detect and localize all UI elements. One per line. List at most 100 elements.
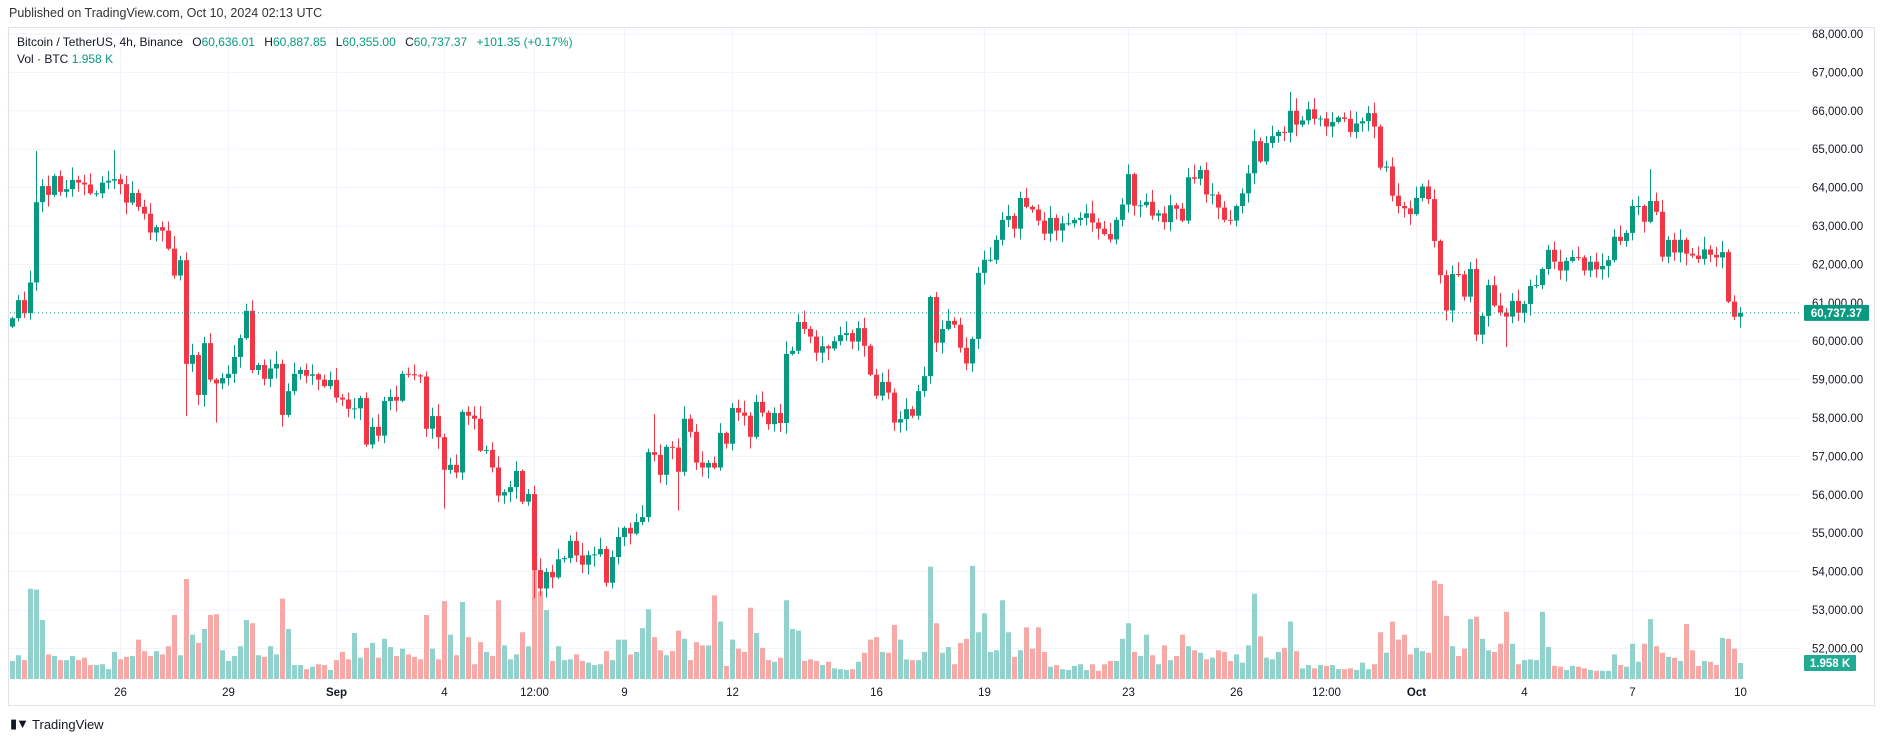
volume-bar	[1006, 632, 1011, 679]
volume-bar	[934, 623, 939, 679]
volume-bar	[52, 656, 57, 679]
candle-down	[1396, 195, 1401, 207]
candle-up	[1510, 300, 1515, 317]
volume-bar	[1558, 666, 1563, 679]
volume-bar	[172, 615, 177, 679]
volume-label[interactable]: Vol · BTC	[17, 52, 69, 66]
volume-bar	[1714, 665, 1719, 679]
candle-up	[646, 452, 651, 518]
candle-up	[820, 346, 825, 353]
price-axis[interactable]: 68,000.00 67,000.00 66,000.00 65,000.00 64,0…	[1812, 29, 1863, 655]
candle-up	[1738, 312, 1743, 317]
volume-bar	[700, 645, 705, 679]
volume-bar	[766, 660, 771, 679]
candle-down	[1498, 305, 1503, 313]
candle-up	[796, 322, 801, 351]
candle-up	[274, 363, 279, 369]
price-tick-label: 66,000.00	[1812, 106, 1863, 118]
volume-bar	[1282, 647, 1287, 679]
time-axis[interactable]: 26 29 Sep 4 12:00 9 12 16 19 23 26 12:00 Oct 4 7 10	[114, 687, 1747, 699]
volume-bar	[226, 660, 231, 679]
volume-bar	[1600, 670, 1605, 679]
volume-bar	[1066, 669, 1071, 679]
candle-up	[286, 391, 291, 415]
time-tick-label: 26	[114, 687, 127, 699]
volume-bar	[1126, 623, 1131, 679]
candle-down	[346, 399, 351, 409]
price-tick-label: 57,000.00	[1812, 451, 1863, 463]
volume-bar	[880, 651, 885, 679]
symbol-title[interactable]: Bitcoin / TetherUS, 4h, Binance	[17, 35, 183, 49]
volume-bar	[34, 589, 39, 679]
candle-up	[1120, 204, 1125, 220]
volume-bar	[694, 642, 699, 679]
candle-down	[418, 375, 423, 377]
candle-down	[1432, 199, 1437, 241]
volume-bar	[40, 619, 45, 679]
volume-bar	[298, 665, 303, 679]
tradingview-logo-icon[interactable]: ▮▼	[10, 716, 29, 731]
volume-bar	[1042, 651, 1047, 679]
last-volume-label: 1.958 K	[1810, 658, 1851, 670]
volume-bar	[70, 656, 75, 679]
candle-down	[184, 260, 189, 364]
volume-bar	[940, 652, 945, 679]
volume-bar	[982, 613, 987, 679]
candle-up	[448, 464, 453, 470]
volume-bar	[430, 648, 435, 679]
candle-down	[1324, 118, 1329, 127]
volume-bar	[154, 651, 159, 679]
time-tick-label: Oct	[1407, 687, 1426, 699]
volume-bar	[910, 660, 915, 679]
candle-up	[1354, 123, 1359, 132]
candle-up	[1264, 143, 1269, 162]
volume-bar	[1276, 651, 1281, 679]
volume-bar	[220, 650, 225, 679]
volume-bar	[1114, 660, 1119, 679]
volume-bar	[1540, 611, 1545, 679]
candle-up	[34, 202, 39, 283]
candle-up	[1144, 201, 1149, 206]
candle-up	[1138, 205, 1143, 207]
volume-bar	[1330, 665, 1335, 679]
candle-down	[1180, 208, 1185, 221]
volume-bar	[1054, 665, 1059, 679]
volume-bar	[436, 659, 441, 679]
volume-bar	[1684, 624, 1689, 679]
volume-bar	[1564, 669, 1569, 679]
volume-bar	[1210, 657, 1215, 679]
volume-bar	[520, 632, 525, 679]
change-value: +101.35 (+0.17%)	[476, 35, 573, 49]
volume-bar	[1234, 654, 1239, 679]
volume-bar	[634, 651, 639, 679]
volume-bar	[166, 646, 171, 679]
candle-down	[778, 413, 783, 423]
candle-up	[1522, 303, 1527, 313]
candle-up	[1078, 217, 1083, 220]
volume-bar	[412, 656, 417, 679]
candle-down	[1444, 275, 1449, 311]
volume-bar	[280, 598, 285, 679]
volume-bar	[358, 657, 363, 679]
volume-bar	[922, 651, 927, 679]
volume-bar	[304, 669, 309, 679]
volume-bar	[628, 654, 633, 679]
candle-down	[862, 328, 867, 346]
candle-up	[1624, 232, 1629, 241]
volume-bar	[1570, 665, 1575, 679]
volume-bar	[1222, 651, 1227, 679]
volume-bar	[1078, 664, 1083, 679]
volume-bar	[1636, 661, 1641, 679]
volume-bar	[400, 648, 405, 679]
volume-bar	[1048, 666, 1053, 679]
volume-bar	[712, 595, 717, 679]
candle-up	[592, 554, 597, 556]
volume-bar	[928, 566, 933, 679]
volume-bar	[1720, 638, 1725, 679]
volume-bar	[898, 639, 903, 679]
candle-down	[1552, 249, 1557, 262]
candle-up	[922, 376, 927, 392]
volume-bar	[1534, 660, 1539, 679]
candle-down	[46, 186, 51, 195]
